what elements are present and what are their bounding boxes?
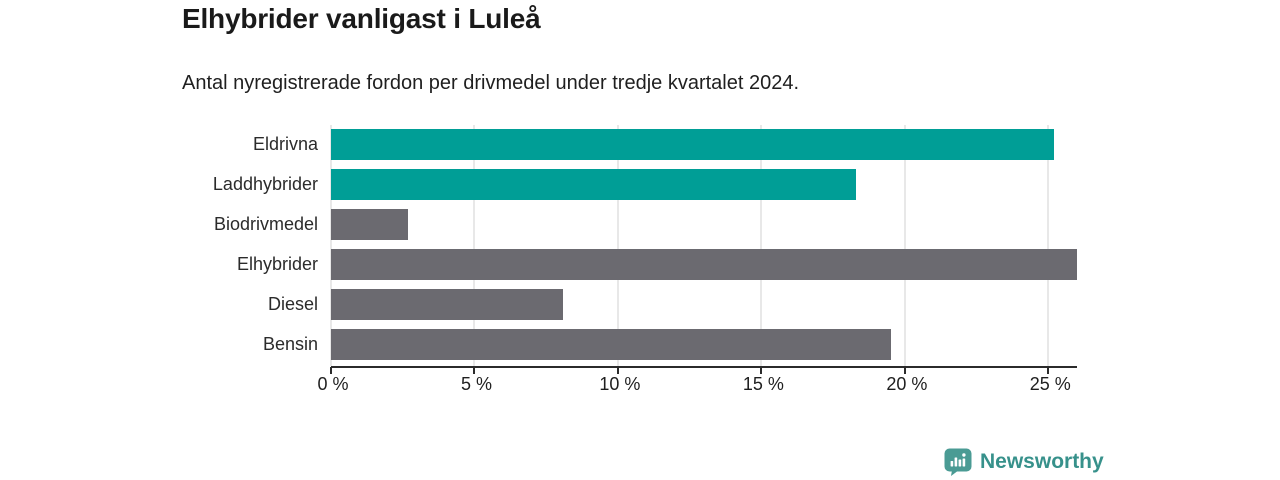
tick-label: 10 % xyxy=(599,374,641,394)
category-label: Elhybrider xyxy=(236,254,318,274)
tick-mark xyxy=(330,367,332,374)
category-label: Diesel xyxy=(267,294,318,314)
chart-subtitle: Antal nyregistrerade fordon per drivmede… xyxy=(182,72,800,94)
tick-mark xyxy=(1047,367,1050,374)
gridline xyxy=(473,125,476,366)
newsworthy-logo-icon xyxy=(944,448,972,476)
bar-bensin xyxy=(331,329,891,360)
bar-diesel xyxy=(331,289,564,320)
tick-label: 20 % xyxy=(886,374,928,394)
tick-mark xyxy=(760,367,763,374)
tick-mark xyxy=(903,367,906,374)
tick-label: 25 % xyxy=(1029,374,1071,394)
plot-area xyxy=(330,125,1077,368)
tick-label: 15 % xyxy=(742,374,784,394)
bar-biodrivmedel xyxy=(331,209,409,240)
gridline xyxy=(903,125,906,366)
category-label: Bensin xyxy=(262,334,318,354)
bar-elhybrider xyxy=(331,249,1077,280)
category-label: Biodrivmedel xyxy=(213,214,318,234)
tick-label: 0 % xyxy=(317,374,349,394)
tick-mark xyxy=(616,367,619,374)
brand-name: Newsworthy xyxy=(980,450,1104,473)
bar-eldrivna xyxy=(331,129,1055,160)
newsworthy-brand: Newsworthy xyxy=(944,448,1104,476)
gridline xyxy=(1047,125,1050,366)
category-label: Eldrivna xyxy=(252,134,318,154)
gridline xyxy=(330,125,332,366)
tick-mark xyxy=(473,367,476,374)
category-label: Laddhybrider xyxy=(212,174,318,194)
chart-title: Elhybrider vanligast i Luleå xyxy=(182,3,541,34)
bar-laddhybrider xyxy=(331,169,857,200)
gridline xyxy=(616,125,619,366)
tick-label: 5 % xyxy=(460,374,492,394)
gridline xyxy=(760,125,763,366)
